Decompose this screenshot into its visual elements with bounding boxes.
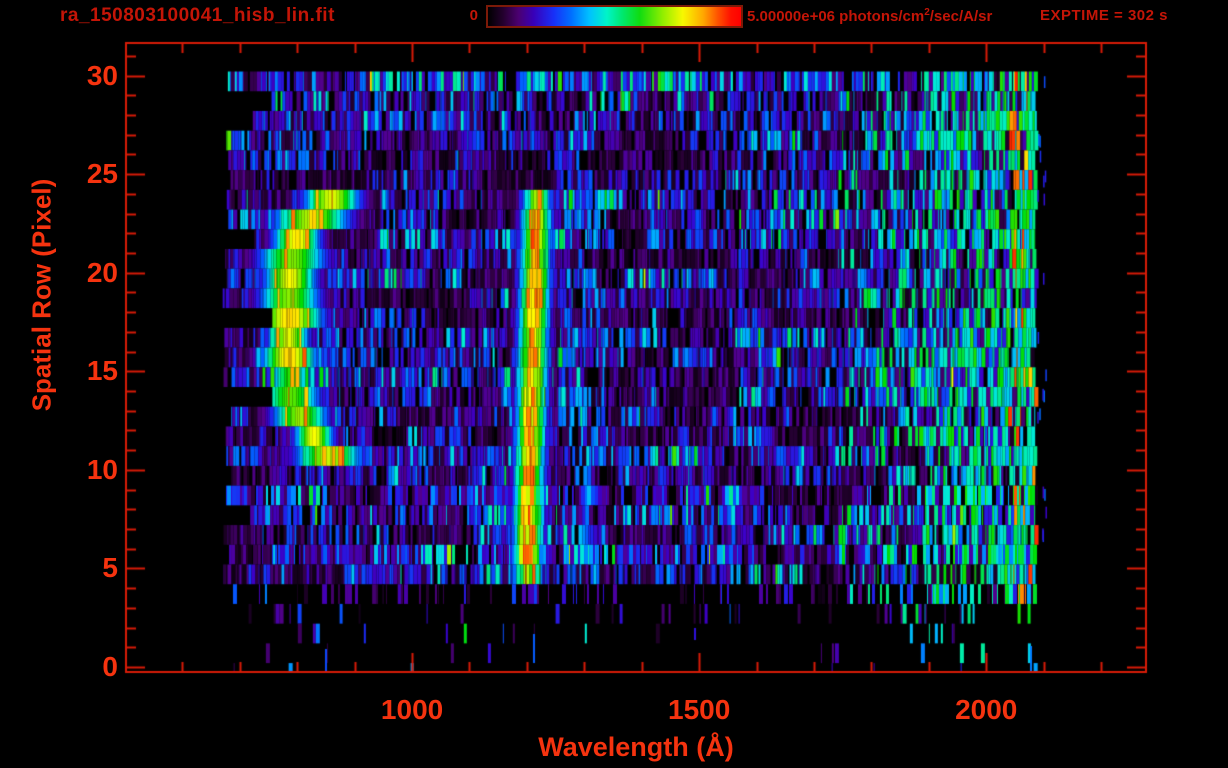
colorbar-max-value: 5.00000e+06 photons/cm	[747, 8, 925, 25]
colorbar-max-label: 5.00000e+06 photons/cm2/sec/A/sr	[747, 7, 992, 25]
x-tick-label: 1500	[668, 694, 731, 725]
colorbar	[486, 5, 743, 28]
colorbar-min-label: 0	[469, 7, 478, 24]
y-tick-label: 5	[102, 552, 118, 584]
y-tick-label: 10	[86, 453, 118, 485]
colorbar-unit-superscript: 2	[924, 7, 930, 18]
colorbar-unit-suffix: /sec/A/sr	[929, 8, 993, 25]
filename-title: ra_150803100041_hisb_lin.fit	[60, 5, 335, 26]
x-axis-title: Wavelength (Å)	[538, 732, 734, 762]
x-tick-label: 1000	[380, 694, 444, 725]
y-tick-label: 20	[86, 256, 118, 288]
y-tick-label: 25	[86, 158, 118, 190]
y-axis-title: Spatial Row (Pixel)	[26, 178, 57, 412]
y-tick-label: 0	[102, 651, 118, 683]
exptime-label: EXPTIME = 302 s	[1040, 7, 1168, 24]
x-tick-label: 2000	[955, 694, 1018, 725]
y-tick-label: 30	[86, 59, 118, 91]
y-tick-label: 15	[86, 355, 118, 387]
